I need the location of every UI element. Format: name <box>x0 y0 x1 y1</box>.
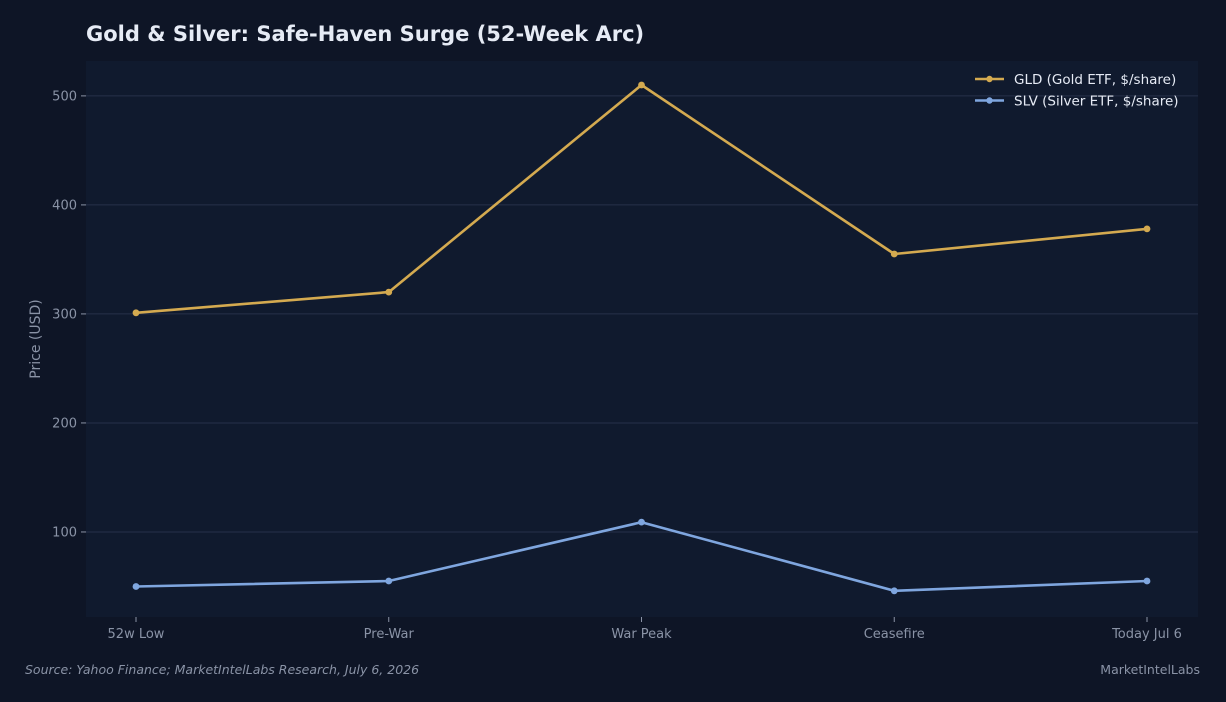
brand-label: MarketIntelLabs <box>1100 662 1200 677</box>
data-point <box>890 250 898 258</box>
grid-layer <box>86 95 1198 533</box>
y-axis-label: Price (USD) <box>28 299 44 378</box>
series-0 <box>132 81 1151 317</box>
y-tick-label: 200 <box>52 416 77 431</box>
data-point <box>385 288 393 296</box>
legend-marker <box>986 97 993 104</box>
plot-area <box>86 61 1198 617</box>
x-tick-label: Ceasefire <box>864 627 925 642</box>
legend-entry: SLV (Silver ETF, $/share) <box>975 93 1179 109</box>
legend: GLD (Gold ETF, $/share) SLV (Silver ETF, … <box>975 72 1179 109</box>
legend-label: SLV (Silver ETF, $/share) <box>1014 93 1179 109</box>
y-tick-label: 400 <box>52 198 77 213</box>
legend-label: GLD (Gold ETF, $/share) <box>1014 72 1176 88</box>
y-tick-label: 500 <box>52 89 77 104</box>
data-point <box>638 81 645 89</box>
data-point <box>132 309 140 317</box>
legend-entry: GLD (Gold ETF, $/share) <box>975 72 1176 88</box>
x-tick-label: War Peak <box>611 627 672 642</box>
y-axis-ticks: 100 200 300 400 500 <box>52 89 86 540</box>
y-tick-label: 100 <box>52 525 77 540</box>
data-point <box>132 583 140 590</box>
x-tick-label: 52w Low <box>108 627 165 642</box>
data-point <box>1143 577 1151 585</box>
chart-title: Gold & Silver: Safe-Haven Surge (52-Week… <box>86 22 644 46</box>
data-point <box>890 587 898 595</box>
y-tick-label: 300 <box>52 307 77 322</box>
data-point <box>385 577 393 585</box>
source-note: Source: Yahoo Finance; MarketIntelLabs R… <box>25 662 419 677</box>
x-tick-label: Pre-War <box>364 627 415 642</box>
data-point <box>638 518 645 526</box>
x-axis-ticks: 52w Low Pre-War War Peak Ceasefire Today Jul… <box>108 617 1182 642</box>
series-1 <box>132 518 1151 595</box>
data-point <box>1143 225 1151 233</box>
x-tick-label: Today Jul 6 <box>1111 627 1182 642</box>
series-layer <box>132 81 1151 595</box>
legend-marker <box>986 75 993 83</box>
